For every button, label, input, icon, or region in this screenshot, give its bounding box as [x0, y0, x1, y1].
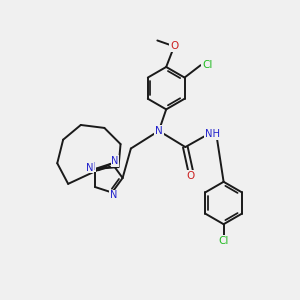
Text: N: N [110, 190, 117, 200]
Text: Cl: Cl [218, 236, 229, 246]
Text: O: O [170, 41, 178, 51]
Text: Cl: Cl [202, 60, 212, 70]
Text: N: N [111, 156, 119, 166]
Text: O: O [187, 171, 195, 181]
Text: NH: NH [205, 129, 220, 139]
Text: N: N [155, 126, 163, 136]
Text: N: N [86, 163, 93, 172]
Text: N: N [88, 162, 96, 172]
